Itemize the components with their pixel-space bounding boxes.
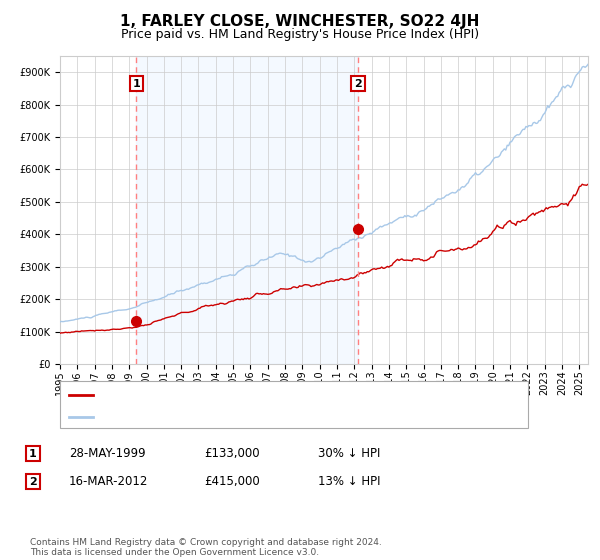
Text: 1: 1 <box>29 449 37 459</box>
Text: HPI: Average price, detached house, Winchester: HPI: Average price, detached house, Winc… <box>99 412 368 422</box>
Text: 30% ↓ HPI: 30% ↓ HPI <box>318 447 380 460</box>
Text: 13% ↓ HPI: 13% ↓ HPI <box>318 475 380 488</box>
Text: £133,000: £133,000 <box>204 447 260 460</box>
Text: 1, FARLEY CLOSE, WINCHESTER, SO22 4JH: 1, FARLEY CLOSE, WINCHESTER, SO22 4JH <box>121 14 479 29</box>
Text: 2: 2 <box>29 477 37 487</box>
Text: Contains HM Land Registry data © Crown copyright and database right 2024.
This d: Contains HM Land Registry data © Crown c… <box>30 538 382 557</box>
Text: 1: 1 <box>132 79 140 88</box>
Text: £415,000: £415,000 <box>204 475 260 488</box>
Text: 28-MAY-1999: 28-MAY-1999 <box>69 447 146 460</box>
Text: Price paid vs. HM Land Registry's House Price Index (HPI): Price paid vs. HM Land Registry's House … <box>121 28 479 41</box>
Text: 2: 2 <box>354 79 362 88</box>
Text: 1, FARLEY CLOSE, WINCHESTER, SO22 4JH (detached house): 1, FARLEY CLOSE, WINCHESTER, SO22 4JH (d… <box>99 390 436 400</box>
Bar <box>136 56 358 364</box>
Text: 16-MAR-2012: 16-MAR-2012 <box>69 475 148 488</box>
